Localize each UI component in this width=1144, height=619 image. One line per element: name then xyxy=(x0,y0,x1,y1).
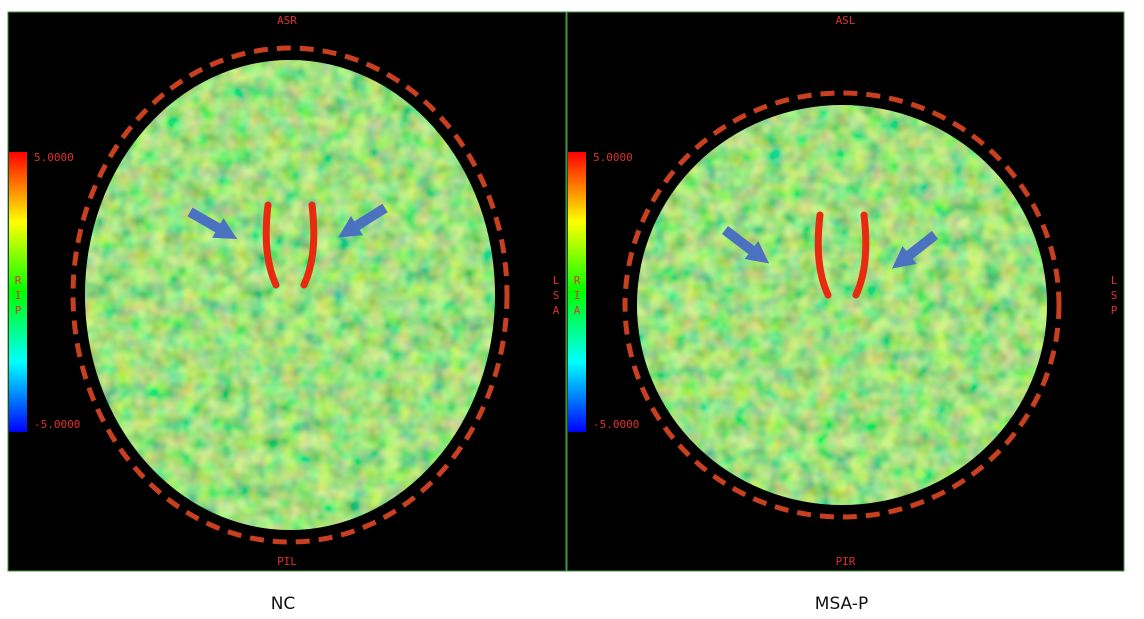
scale-max-label: 5.0000 xyxy=(34,151,74,164)
orientation-right: S xyxy=(553,289,560,302)
orientation-top: ASR xyxy=(277,14,297,27)
scale-min-label: -5.0000 xyxy=(593,418,639,431)
brain-map-texture xyxy=(637,105,1047,505)
orientation-bottom: PIR xyxy=(836,555,856,568)
arrow-head xyxy=(212,218,238,239)
brain-rim xyxy=(622,90,1062,520)
brain-rim xyxy=(70,45,510,545)
orientation-right: P xyxy=(1111,304,1118,317)
orientation-right: A xyxy=(553,304,560,317)
color-bar xyxy=(568,152,586,432)
arrow-head xyxy=(744,241,770,264)
panel-caption: MSA-P xyxy=(815,594,868,614)
arrow-head xyxy=(891,246,917,269)
image-panel: 5.0000 -5.0000 ASL PIR RIA LSP MSA-P xyxy=(566,11,1125,614)
ventricle-streak xyxy=(814,211,870,299)
scale-max-label: 5.0000 xyxy=(593,151,633,164)
orientation-left: P xyxy=(15,304,22,317)
orientation-right: L xyxy=(553,274,560,287)
image-panel: 5.0000 -5.0000 ASR PIL RIP LSA NC xyxy=(7,11,567,614)
orientation-bottom: PIL xyxy=(277,555,297,568)
arrow-head xyxy=(338,216,363,238)
panel-caption: NC xyxy=(271,594,296,614)
orientation-top: ASL xyxy=(836,14,856,27)
orientation-left: I xyxy=(574,289,581,302)
color-bar xyxy=(9,152,27,432)
orientation-left: A xyxy=(574,304,581,317)
brain-map-texture xyxy=(85,60,495,530)
ventricle-streak xyxy=(262,201,318,289)
orientation-left: I xyxy=(15,289,22,302)
orientation-left: R xyxy=(15,274,22,287)
scale-min-label: -5.0000 xyxy=(34,418,80,431)
orientation-right: S xyxy=(1111,289,1118,302)
orientation-right: L xyxy=(1111,274,1118,287)
orientation-left: R xyxy=(574,274,581,287)
